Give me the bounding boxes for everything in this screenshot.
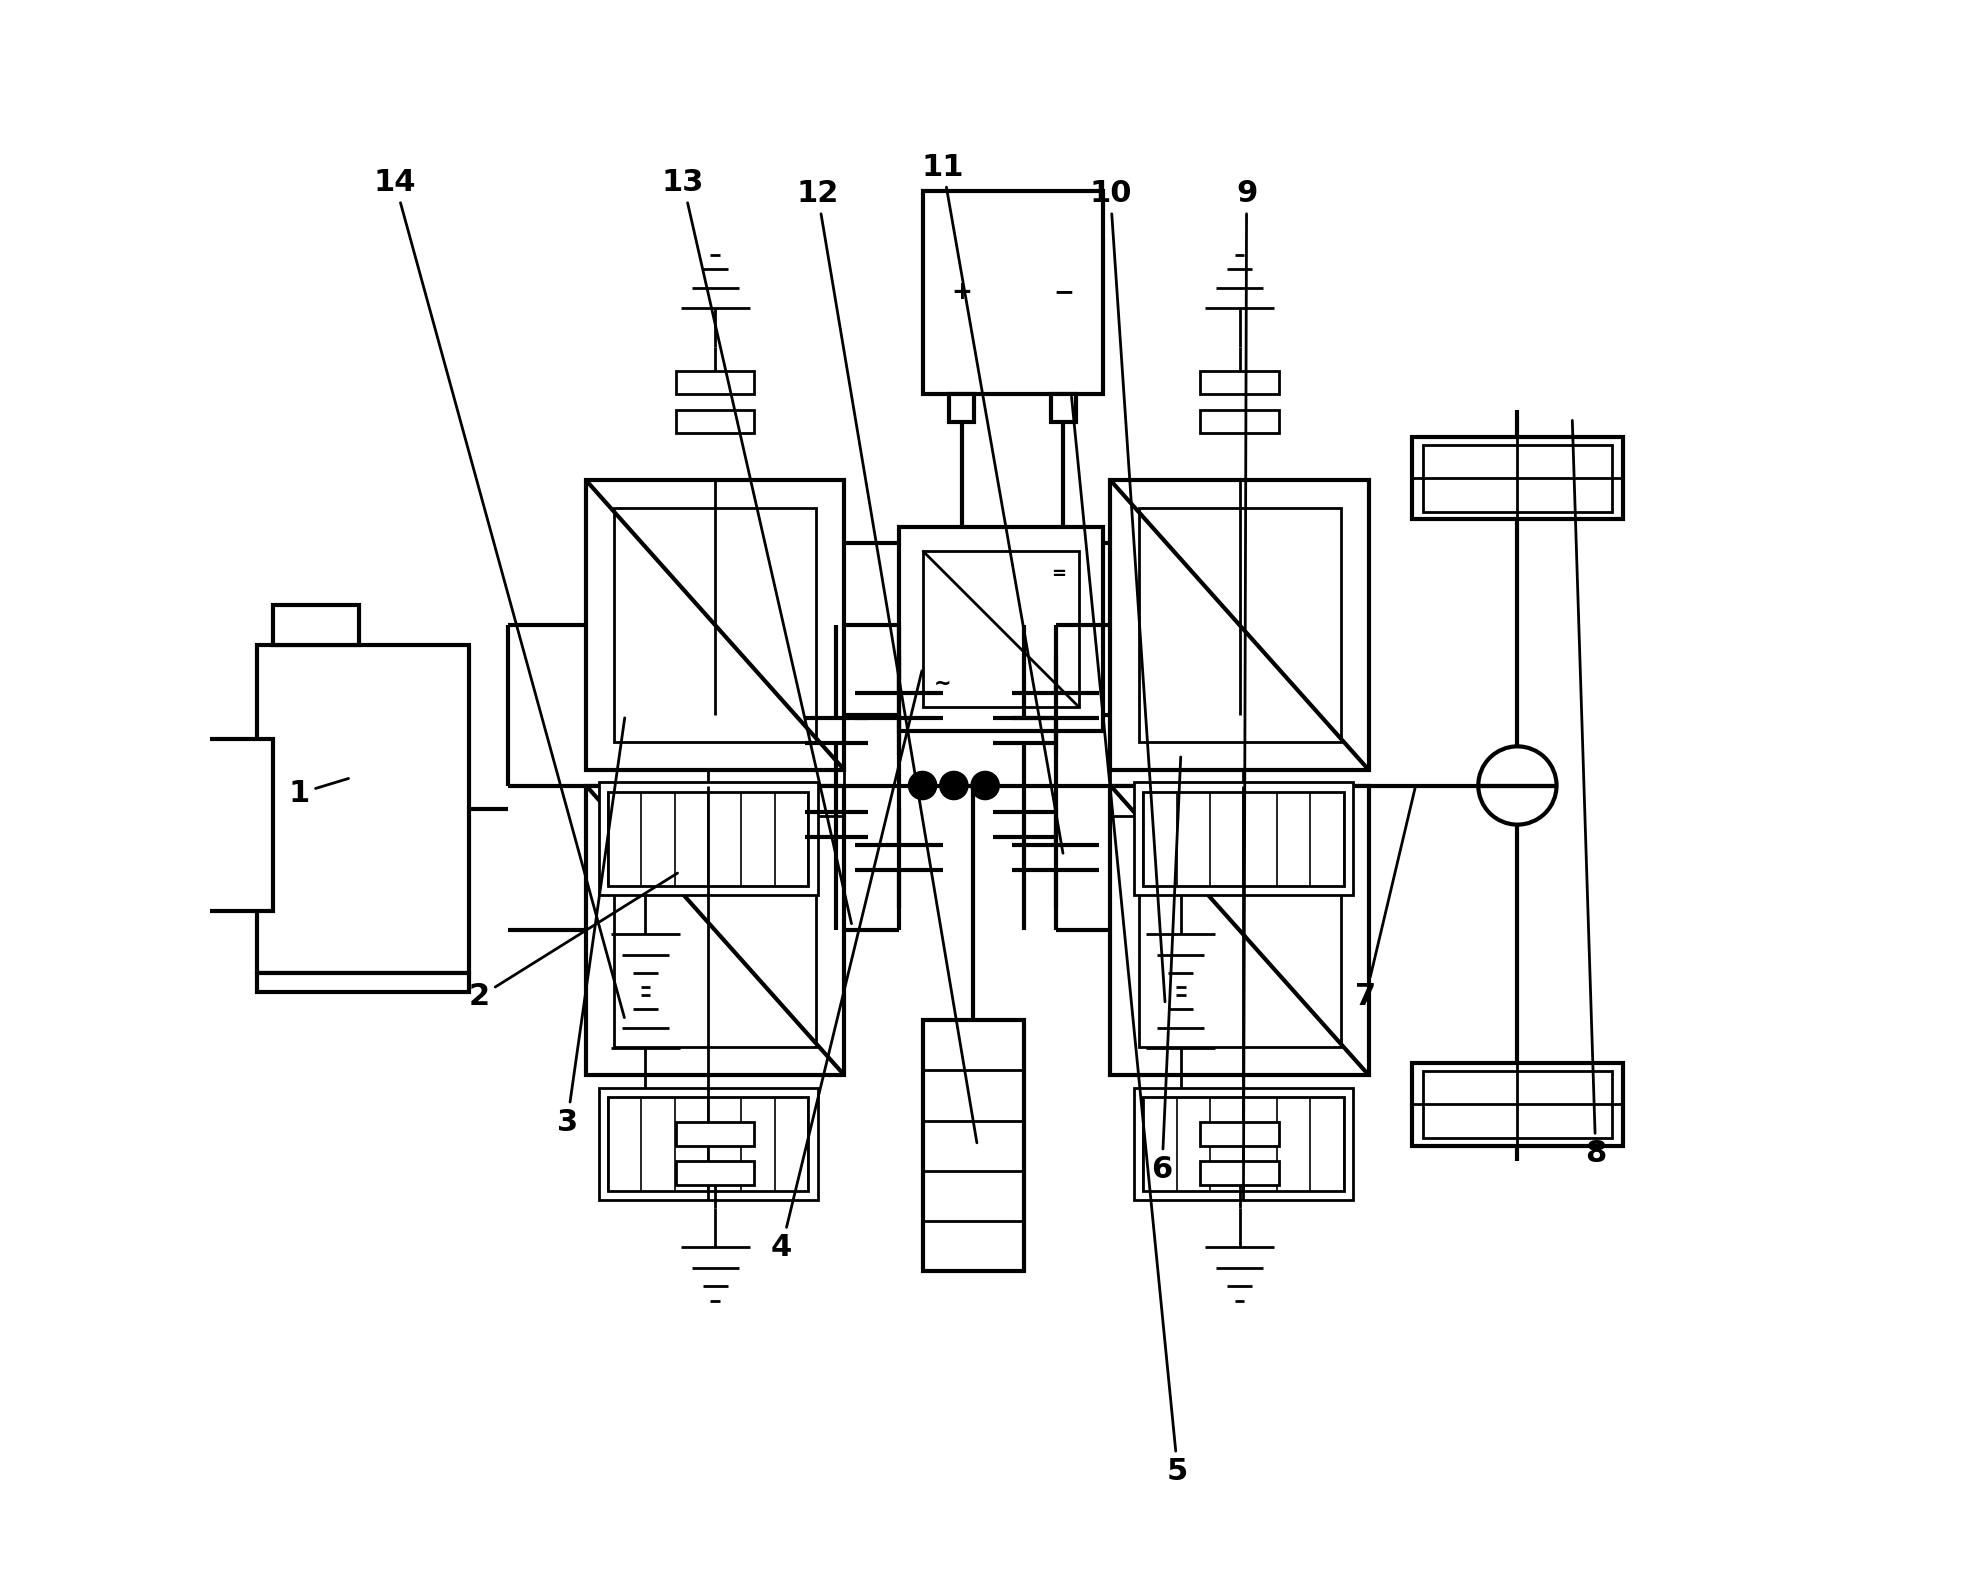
Text: 4: 4 bbox=[771, 671, 922, 1262]
Bar bbox=[272, 605, 359, 644]
Bar bbox=[1134, 782, 1352, 895]
Bar bbox=[586, 481, 844, 770]
Bar bbox=[1144, 1097, 1345, 1191]
Circle shape bbox=[939, 771, 967, 800]
Text: 8: 8 bbox=[1573, 421, 1607, 1167]
Bar bbox=[614, 814, 816, 1046]
Bar bbox=[598, 1087, 818, 1200]
Bar bbox=[1422, 1071, 1613, 1137]
Bar bbox=[1412, 1064, 1623, 1145]
Bar bbox=[1200, 1122, 1279, 1145]
Bar bbox=[1200, 371, 1279, 394]
Bar bbox=[1110, 481, 1368, 770]
Bar bbox=[614, 509, 816, 742]
Bar bbox=[675, 371, 755, 394]
Text: 7: 7 bbox=[1354, 789, 1416, 1012]
Circle shape bbox=[908, 771, 937, 800]
Bar bbox=[1134, 1087, 1352, 1200]
Text: 2: 2 bbox=[469, 873, 677, 1012]
Text: 10: 10 bbox=[1088, 179, 1166, 1002]
Bar bbox=[608, 1097, 808, 1191]
Circle shape bbox=[971, 771, 999, 800]
Text: 14: 14 bbox=[373, 168, 624, 1018]
Bar bbox=[923, 190, 1102, 394]
Bar bbox=[675, 1122, 755, 1145]
Bar bbox=[1110, 786, 1368, 1075]
Text: 12: 12 bbox=[796, 179, 977, 1142]
Text: 1: 1 bbox=[288, 779, 348, 807]
Text: 13: 13 bbox=[661, 168, 852, 924]
Text: ~: ~ bbox=[933, 674, 951, 694]
Bar bbox=[1412, 437, 1623, 520]
Bar bbox=[900, 528, 1102, 731]
Text: +: + bbox=[951, 280, 971, 305]
Bar bbox=[258, 644, 469, 974]
Bar bbox=[586, 786, 844, 1075]
Bar bbox=[608, 792, 808, 886]
Bar bbox=[1138, 814, 1341, 1046]
Bar bbox=[258, 974, 469, 993]
Text: 9: 9 bbox=[1235, 179, 1257, 1189]
Text: 3: 3 bbox=[556, 718, 626, 1136]
Text: 11: 11 bbox=[922, 152, 1063, 853]
Bar bbox=[1422, 445, 1613, 512]
Bar bbox=[1200, 410, 1279, 434]
Bar bbox=[598, 782, 818, 895]
Bar bbox=[187, 738, 272, 911]
Text: 6: 6 bbox=[1152, 757, 1182, 1183]
Bar bbox=[949, 394, 975, 423]
Bar bbox=[1138, 509, 1341, 742]
Bar bbox=[923, 551, 1078, 707]
Text: −: − bbox=[1053, 280, 1074, 305]
Text: =: = bbox=[1051, 566, 1066, 583]
Bar bbox=[1200, 1161, 1279, 1185]
Bar bbox=[675, 410, 755, 434]
Text: 5: 5 bbox=[1072, 397, 1188, 1486]
Bar bbox=[675, 1161, 755, 1185]
Bar bbox=[1144, 792, 1345, 886]
Bar bbox=[1051, 394, 1076, 423]
Bar bbox=[923, 1020, 1025, 1271]
